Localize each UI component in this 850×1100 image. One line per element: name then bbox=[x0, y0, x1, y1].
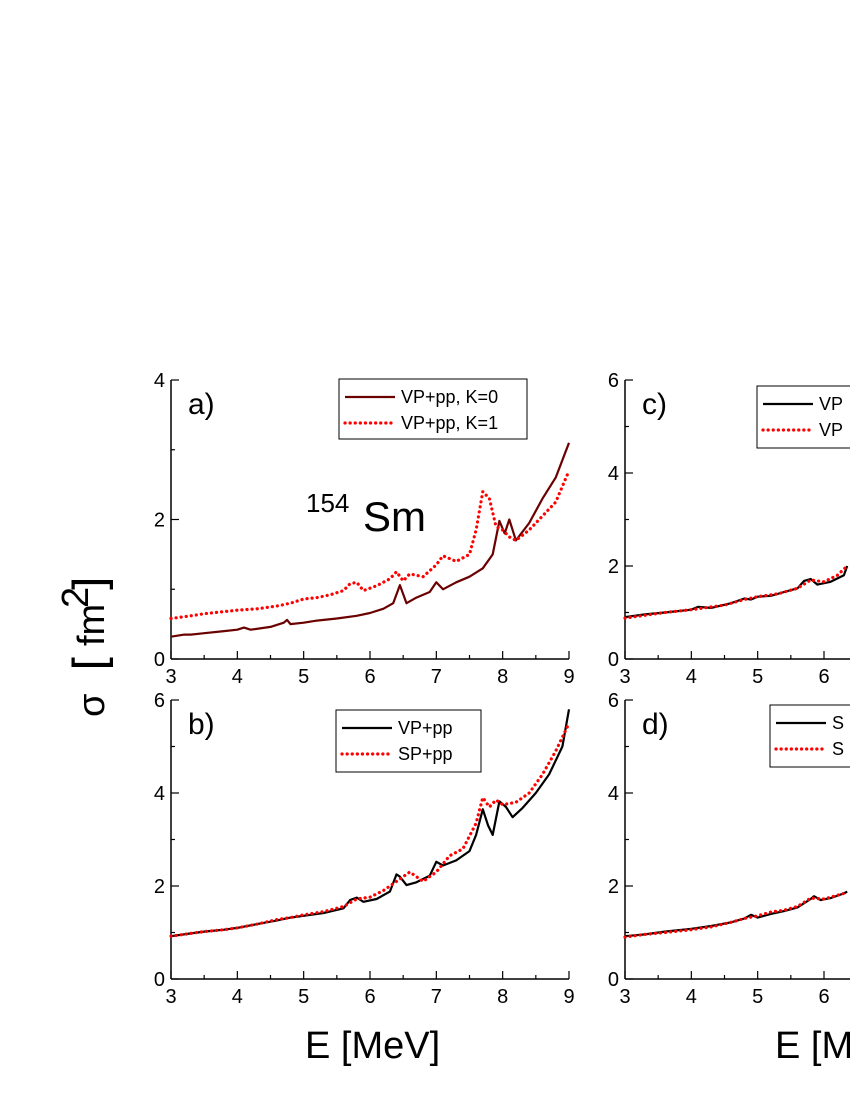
x-tick-label: 3 bbox=[165, 986, 176, 1008]
x-tick-label: 7 bbox=[431, 986, 442, 1008]
x-tick-label: 9 bbox=[563, 666, 574, 688]
y-axis-right-bracket: ] bbox=[64, 576, 118, 594]
x-tick-label: 4 bbox=[686, 986, 697, 1008]
panel-b: 3 4 5 6 7 8 9 0 2 4 6 b) VP+pp SP+pp bbox=[154, 690, 575, 1008]
y-tick-label: 6 bbox=[608, 370, 619, 392]
x-tick-label: 9 bbox=[563, 986, 574, 1008]
legend-box bbox=[338, 378, 528, 440]
x-tick-label: 6 bbox=[818, 666, 829, 688]
x-tick-label: 6 bbox=[364, 666, 375, 688]
x-tick-label: 8 bbox=[497, 986, 508, 1008]
x-axis-title-right: E [M bbox=[775, 1025, 850, 1067]
legend-label-2: VP bbox=[819, 420, 843, 440]
nucleus-mass-number: 154 bbox=[306, 488, 349, 518]
y-tick-label: 6 bbox=[608, 690, 619, 712]
panel-c: 3 4 5 6 0 2 4 6 c) VP VP bbox=[608, 370, 850, 688]
panel-d: 3 4 5 6 0 2 4 6 d) SS bbox=[608, 690, 850, 1008]
y-tick-label: 2 bbox=[608, 556, 619, 578]
y-tick-label: 0 bbox=[154, 969, 165, 991]
x-tick-label: 7 bbox=[431, 666, 442, 688]
x-tick-label: 5 bbox=[298, 986, 309, 1008]
legend-box bbox=[756, 385, 850, 449]
x-tick-label: 4 bbox=[232, 666, 243, 688]
x-tick-label: 5 bbox=[752, 986, 763, 1008]
legend-box bbox=[769, 704, 850, 768]
legend-label-1: S bbox=[832, 713, 844, 733]
x-tick-label: 8 bbox=[497, 666, 508, 688]
panel-label: d) bbox=[642, 708, 669, 741]
y-axis-title: σ [ fm 2 ] bbox=[55, 576, 118, 717]
legend-label-1: VP bbox=[819, 394, 843, 414]
y-tick-label: 0 bbox=[154, 649, 165, 671]
panel-label: a) bbox=[188, 388, 215, 421]
y-axis-unit-exponent: 2 bbox=[55, 587, 97, 608]
legend-label-2: SP+pp bbox=[398, 744, 453, 764]
y-tick-label: 0 bbox=[608, 969, 619, 991]
y-tick-label: 6 bbox=[154, 690, 165, 712]
x-axis-title-left: E [MeV] bbox=[305, 1025, 440, 1067]
x-tick-label: 6 bbox=[818, 986, 829, 1008]
y-tick-label: 2 bbox=[154, 876, 165, 898]
x-tick-label: 3 bbox=[619, 986, 630, 1008]
series-line-2 bbox=[623, 890, 849, 939]
series-line-2 bbox=[623, 564, 849, 620]
y-tick-label: 2 bbox=[608, 876, 619, 898]
x-tick-label: 5 bbox=[298, 666, 309, 688]
y-axis-unit: fm bbox=[71, 604, 113, 646]
y-tick-label: 4 bbox=[154, 783, 165, 805]
y-axis-sigma: σ bbox=[71, 694, 113, 717]
legend-label-1: VP+pp bbox=[398, 718, 453, 738]
y-tick-label: 2 bbox=[154, 510, 165, 532]
x-tick-label: 6 bbox=[364, 986, 375, 1008]
panel-label: b) bbox=[188, 708, 215, 741]
y-tick-label: 0 bbox=[608, 649, 619, 671]
x-tick-label: 4 bbox=[232, 986, 243, 1008]
x-tick-label: 5 bbox=[752, 666, 763, 688]
x-tick-label: 4 bbox=[686, 666, 697, 688]
x-tick-label: 3 bbox=[165, 666, 176, 688]
nucleus-symbol: Sm bbox=[363, 493, 426, 540]
legend-box bbox=[335, 709, 482, 773]
panel-label: c) bbox=[642, 388, 667, 421]
series-line-2 bbox=[169, 469, 571, 621]
y-tick-label: 4 bbox=[608, 783, 619, 805]
panel-a: 3 4 5 6 7 8 9 0 2 4 a) VP+pp, K=0 VP+pp, K=1 bbox=[154, 370, 575, 688]
y-tick-label: 4 bbox=[154, 370, 165, 392]
legend-label-2: S bbox=[832, 739, 844, 759]
legend-label-1: VP+pp, K=0 bbox=[401, 387, 498, 407]
legend-label-2: VP+pp, K=1 bbox=[401, 413, 498, 433]
x-tick-label: 3 bbox=[619, 666, 630, 688]
y-tick-label: 4 bbox=[608, 463, 619, 485]
y-axis-left-bracket: [ bbox=[64, 653, 118, 671]
